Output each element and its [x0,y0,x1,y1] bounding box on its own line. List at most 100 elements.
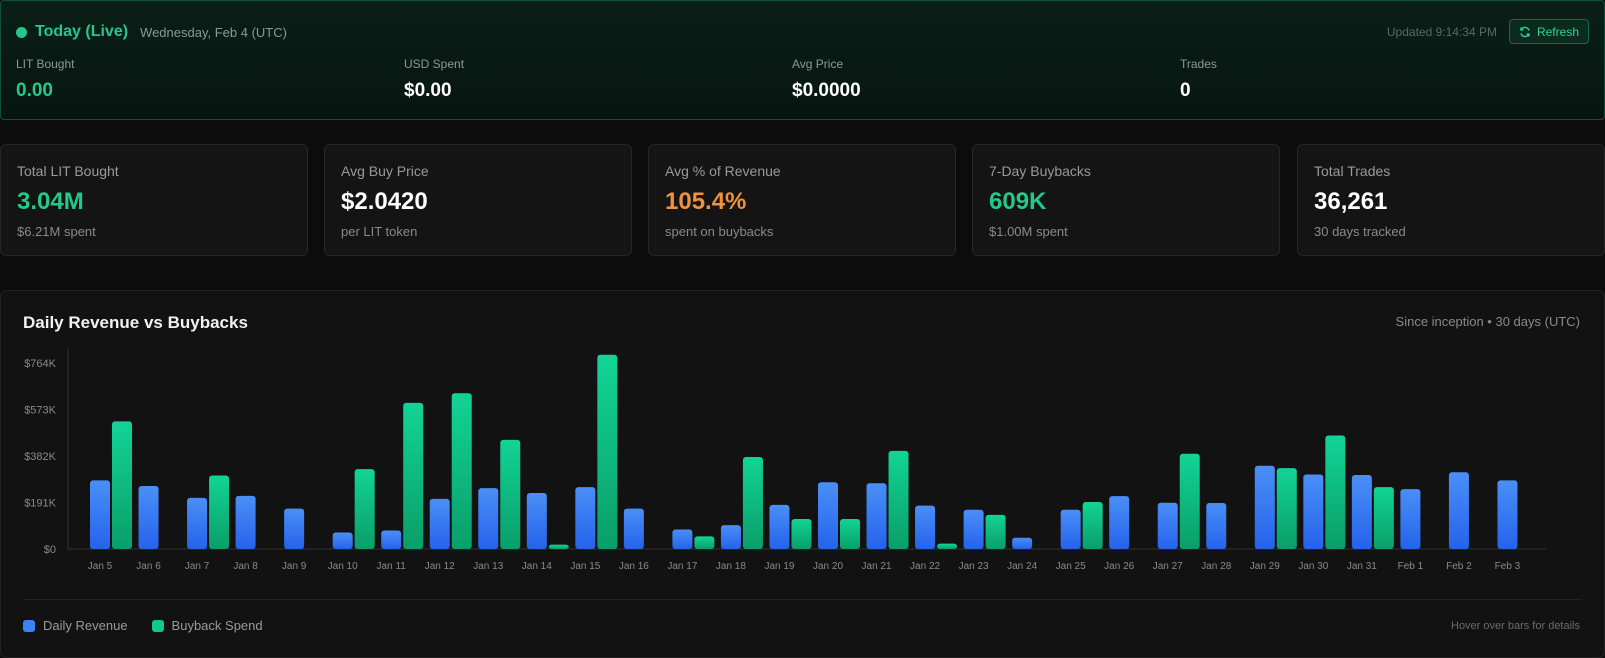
card-label: Avg Buy Price [341,163,429,179]
card-value: 609K [989,188,1047,215]
bar-revenue [381,530,402,549]
bar-revenue [1448,472,1469,549]
y-tick-label: $191K [24,498,56,510]
live-stat-usd-spent: USD Spent $0.00 [404,57,464,102]
refresh-label: Refresh [1536,24,1579,39]
x-tick-label: Jan 13 [473,561,503,572]
bar-revenue [1012,537,1033,549]
x-tick-label: Jan 31 [1347,561,1377,572]
live-stat-label: Trades [1180,57,1217,71]
bar-chart: $0 $191K $382K $573K $764K Jan 5 Jan 6 Jan 7 Jan… [24,349,1546,572]
bar-buyback [1082,502,1103,549]
live-stat-lit-bought: LIT Bought 0.00 [16,57,75,102]
live-stat-label: USD Spent [404,57,465,71]
bar-buyback [1325,435,1346,549]
chart-title: Daily Revenue vs Buybacks [23,313,248,332]
chart-panel: Daily Revenue vs Buybacks Since inceptio… [0,290,1605,658]
card-label: Total LIT Bought [17,163,119,179]
card-7day-buybacks: 7-Day Buybacks 609K $1.00M spent [972,144,1280,256]
bar-revenue [575,487,596,549]
bar-buyback [597,354,618,549]
bar-revenue [1351,474,1372,549]
card-subtext: $6.21M spent [17,224,96,239]
x-tick-label: Feb 1 [1398,561,1424,572]
live-date: Wednesday, Feb 4 (UTC) [140,24,287,40]
live-stat-value: $0.0000 [792,80,861,101]
x-tick-label: Jan 30 [1298,561,1328,572]
bar-revenue [1400,489,1421,549]
legend-item-revenue: Daily Revenue [23,618,128,633]
bar-buyback [694,536,715,549]
y-tick-label: $0 [44,544,56,556]
x-tick-label: Jan 8 [233,561,258,572]
chart-divider [23,599,1582,600]
bar-revenue [672,529,693,549]
card-avg-pct-revenue: Avg % of Revenue 105.4% spent on buyback… [648,144,956,256]
x-tick-label: Feb 3 [1495,561,1521,572]
refresh-button[interactable]: Refresh [1508,19,1589,44]
legend-label: Buyback Spend [171,618,263,633]
bar-revenue [187,497,208,549]
x-tick-label: Feb 2 [1446,561,1472,572]
bar-revenue [915,505,936,549]
live-stat-trades: Trades 0 [1180,57,1217,102]
bar-buyback [403,402,424,549]
card-subtext: per LIT token [341,224,418,239]
bar-revenue [1254,465,1275,549]
live-title: Today (Live) [35,23,129,40]
x-tick-label: Jan 7 [185,561,210,572]
x-tick-label: Jan 5 [88,561,113,572]
bar-buyback [209,475,230,549]
live-stat-value: 0.00 [16,80,53,101]
bar-buyback [985,514,1006,549]
card-value: 105.4% [665,188,747,215]
bar-buyback [937,543,958,549]
x-tick-label: Jan 20 [813,561,843,572]
x-tick-label: Jan 23 [959,561,989,572]
x-tick-label: Jan 27 [1153,561,1183,572]
bar-buyback [1179,453,1200,549]
refresh-icon [1520,26,1530,37]
bar-buyback [791,519,812,549]
card-total-trades: Total Trades 36,261 30 days tracked [1297,144,1605,256]
bar-buyback [1276,468,1297,549]
bar-revenue [90,480,110,549]
card-total-lit-bought: Total LIT Bought 3.04M $6.21M spent [0,144,308,256]
bar-revenue [284,508,305,549]
bar-buyback [742,456,763,549]
updated-timestamp: Updated 9:14:34 PM [1386,24,1497,39]
x-tick-label: Jan 14 [522,561,552,572]
card-label: Avg % of Revenue [665,163,781,179]
legend-item-buyback: Buyback Spend [151,618,263,633]
x-tick-label: Jan 24 [1007,561,1037,572]
x-tick-label: Jan 15 [570,561,600,572]
live-stat-label: LIT Bought [16,57,75,71]
card-label: Total Trades [1314,163,1391,179]
y-tick-label: $382K [24,451,56,463]
bar-buyback [548,544,569,549]
y-tick-label: $573K [24,405,56,417]
legend-label: Daily Revenue [43,618,128,633]
bar-revenue [1157,502,1178,549]
x-tick-label: Jan 10 [328,561,358,572]
card-label: 7-Day Buybacks [989,163,1091,179]
bar-buyback [888,450,909,549]
x-tick-label: Jan 19 [764,561,794,572]
bar-revenue [1497,480,1518,549]
chart-legend: Daily Revenue Buyback Spend [23,618,287,633]
legend-swatch-revenue [23,619,35,632]
bar-revenue [1109,496,1130,549]
bar-revenue [138,485,159,549]
x-tick-label: Jan 21 [862,561,892,572]
live-stat-avg-price: Avg Price $0.0000 [792,57,861,102]
card-subtext: $1.00M spent [989,224,1068,239]
live-stat-value: $0.00 [404,80,452,101]
live-stat-value: 0 [1180,80,1191,101]
bar-buyback [451,393,472,549]
live-stat-label: Avg Price [792,57,844,71]
card-value: 36,261 [1314,188,1388,215]
x-tick-label: Jan 26 [1104,561,1134,572]
bar-revenue [235,495,256,549]
bar-revenue [1303,474,1324,549]
x-tick-label: Jan 9 [282,561,307,572]
